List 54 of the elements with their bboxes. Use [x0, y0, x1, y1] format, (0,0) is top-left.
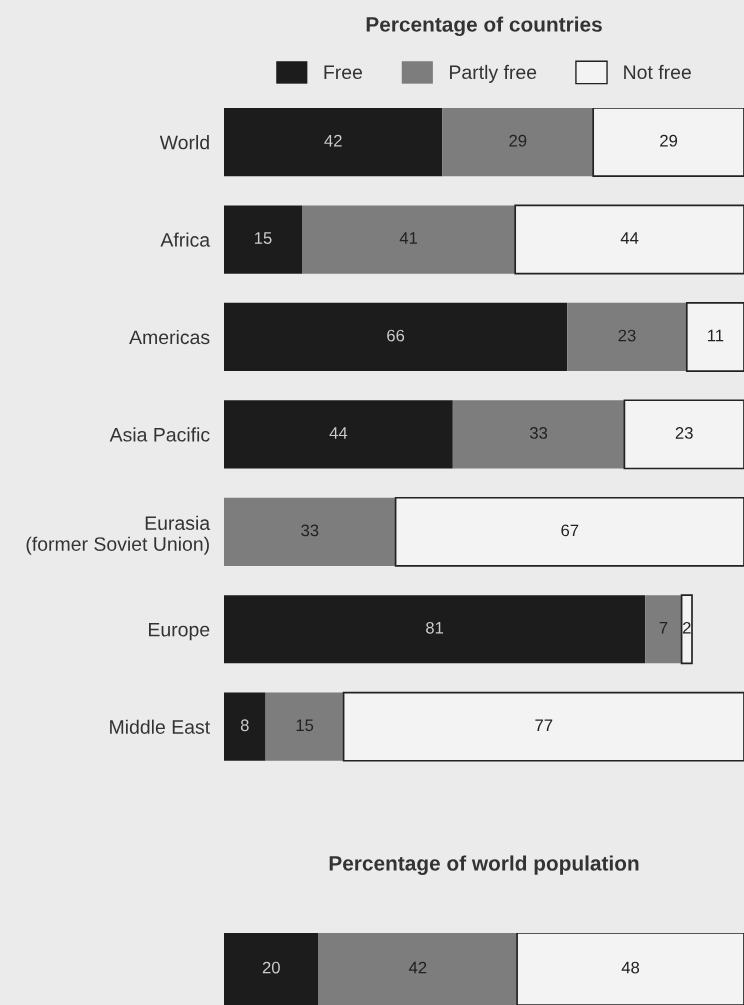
y-tick-label: World	[159, 135, 209, 150]
data-label: 77	[535, 719, 553, 731]
chart-title: Percentage of countries	[366, 16, 602, 37]
data-label: 29	[509, 134, 527, 147]
bar	[680, 594, 693, 665]
data-label: 81	[426, 621, 444, 634]
data-label: 42	[324, 134, 342, 147]
bar	[514, 204, 744, 275]
bar	[623, 399, 744, 470]
data-label: 44	[329, 427, 348, 439]
data-label: 2	[683, 621, 691, 634]
data-label: 33	[529, 427, 548, 439]
bar	[342, 691, 744, 762]
bar	[224, 302, 568, 372]
bar	[645, 595, 682, 664]
bar	[302, 205, 516, 274]
bar	[224, 205, 302, 274]
bar	[442, 108, 594, 177]
bar	[224, 692, 266, 761]
data-label: 66	[387, 329, 405, 342]
data-label: 67	[561, 524, 579, 537]
data-label: 29	[660, 134, 678, 147]
bar	[265, 692, 344, 761]
bar	[452, 400, 625, 469]
data-label: 8	[240, 719, 249, 732]
data-label: 15	[255, 232, 272, 244]
data-label: 20	[262, 961, 280, 974]
data-label: 41	[399, 232, 418, 244]
y-tick-label: Asia Pacific	[109, 427, 210, 442]
bar	[685, 302, 744, 372]
data-label: 33	[301, 524, 319, 537]
bar	[224, 497, 396, 566]
bar	[394, 496, 744, 567]
data-label: 42	[408, 961, 427, 974]
legend-label: Not free	[624, 64, 691, 80]
y-tick-label: Eurasia (former Soviet Union)	[26, 515, 211, 555]
legend-label: Partly free	[450, 64, 537, 83]
bar	[224, 400, 453, 469]
bar	[224, 108, 443, 177]
y-tick-label: Europe	[149, 622, 210, 641]
data-label: 15	[296, 719, 314, 732]
y-tick-label: Americas	[129, 329, 210, 345]
data-label: 44	[620, 232, 639, 244]
chart-title: Percentage of world population	[329, 855, 639, 875]
y-tick-label: Africa	[160, 232, 211, 247]
data-label: 48	[621, 961, 640, 974]
data-label: 23	[675, 427, 693, 439]
data-label: 11	[708, 329, 724, 342]
data-label: 23	[618, 329, 636, 342]
y-tick-label: Middle East	[110, 719, 210, 734]
legend-label: Free	[324, 65, 363, 80]
bar	[224, 595, 646, 664]
data-label: 7	[659, 622, 668, 634]
bar	[567, 302, 687, 372]
